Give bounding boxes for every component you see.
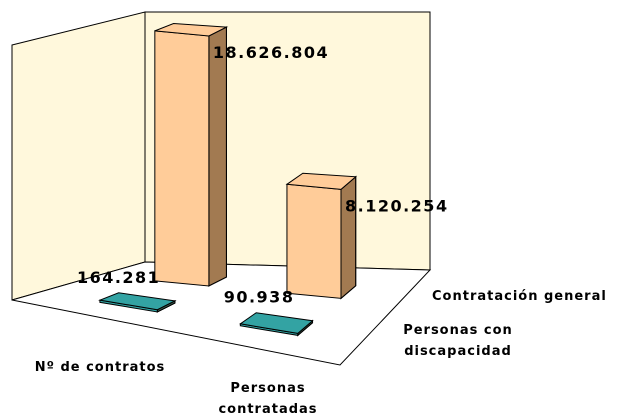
bar bbox=[285, 172, 357, 300]
bar-front bbox=[154, 30, 210, 287]
x-tick-label: Personas contratadas bbox=[218, 381, 318, 417]
legend-label: Personas con discapacidad bbox=[403, 323, 513, 359]
x-tick-label: Nº de contratos bbox=[34, 360, 166, 375]
side-wall bbox=[11, 11, 146, 301]
value-label: 18.626.804 bbox=[213, 43, 329, 62]
bar bbox=[154, 23, 229, 287]
value-label: 8.120.254 bbox=[345, 196, 449, 215]
value-label: 90.938 bbox=[224, 288, 295, 307]
bar-side-shade bbox=[340, 175, 357, 300]
bar-top bbox=[285, 172, 357, 190]
bar bbox=[239, 312, 314, 337]
value-label: 164.281 bbox=[77, 268, 160, 287]
bar-top bbox=[98, 292, 177, 311]
legend-label: Contratación general bbox=[432, 289, 607, 304]
bar-side-shade bbox=[208, 26, 227, 287]
bar bbox=[98, 292, 177, 313]
bar-top bbox=[239, 312, 314, 334]
bar-top bbox=[154, 23, 229, 37]
bar-front bbox=[286, 183, 342, 299]
